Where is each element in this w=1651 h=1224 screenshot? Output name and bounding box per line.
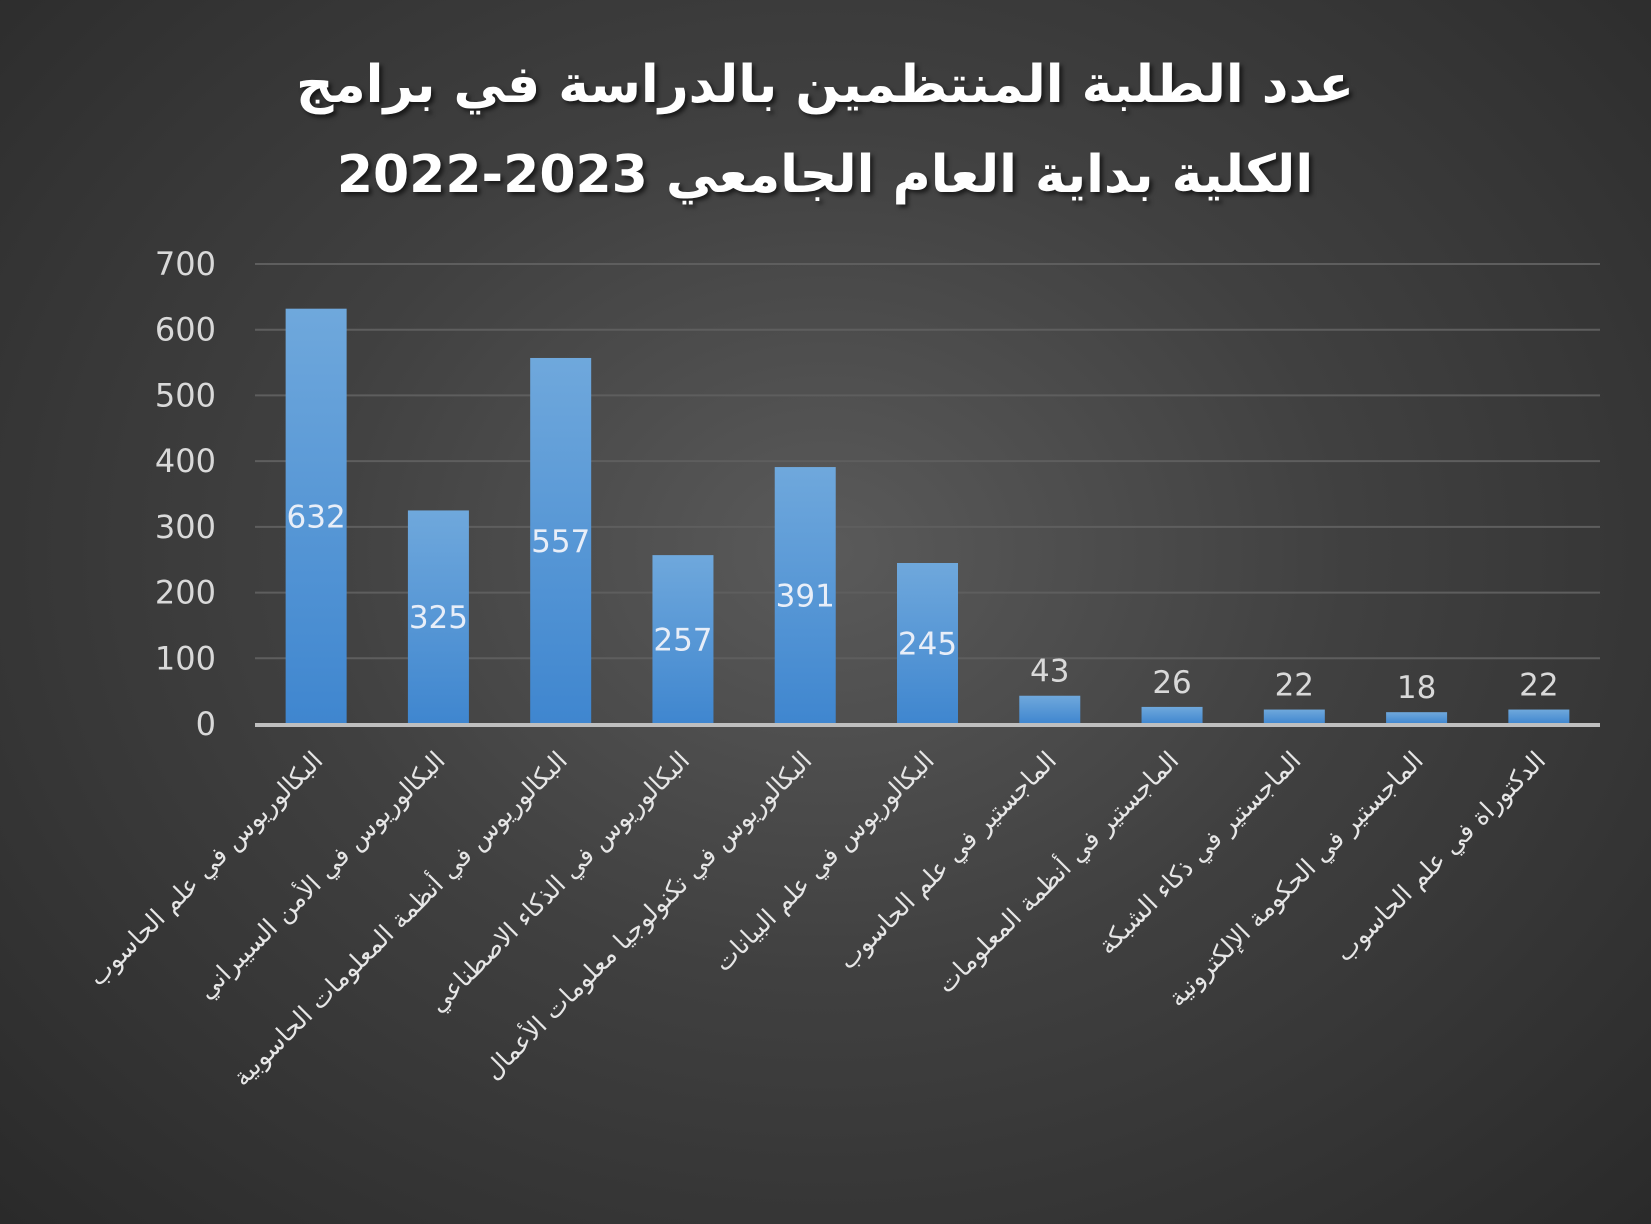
data-label: 18 — [1397, 670, 1436, 706]
bar — [1386, 712, 1448, 724]
data-label: 391 — [776, 579, 835, 615]
y-tick-label: 0 — [196, 705, 216, 743]
data-label: 632 — [287, 499, 346, 535]
data-label: 43 — [1030, 654, 1069, 690]
data-label: 22 — [1519, 668, 1558, 704]
bar — [1508, 709, 1570, 724]
y-tick-label: 200 — [155, 574, 216, 612]
bar — [285, 308, 347, 724]
data-label: 257 — [653, 623, 712, 659]
bar — [774, 467, 836, 724]
chart-title: عدد الطلبة المنتظمين بالدراسة في برامج ا… — [150, 40, 1500, 220]
y-tick-label: 400 — [155, 442, 216, 480]
category-label: البكالوريوس في علم البيانات — [708, 746, 940, 978]
bar — [1141, 706, 1203, 724]
bar — [1019, 695, 1081, 724]
category-label: البكالوريوس في علم الحاسوب — [83, 746, 330, 993]
y-tick-label: 700 — [155, 245, 216, 283]
data-labels: 632 325 557 257 391 245 43 26 22 18 22 — [287, 499, 1559, 706]
y-tick-label: 100 — [155, 639, 216, 677]
category-label: الماجستير في علم الحاسوب — [833, 746, 1063, 976]
gridlines — [255, 263, 1600, 660]
chart-title-line1: عدد الطلبة المنتظمين بالدراسة في برامج — [295, 55, 1355, 115]
category-label: الدكتوراة في علم الحاسوب — [1330, 746, 1552, 968]
bar — [652, 555, 714, 724]
bar — [1263, 709, 1325, 724]
chart-title-line2: الكلية بداية العام الجامعي 2023-2022 — [336, 145, 1314, 205]
bar — [530, 357, 592, 724]
category-label: الماجستير في أنظمة المعلومات — [929, 744, 1184, 999]
category-label: البكالوريوس في الذكاء الاصطناعي — [423, 746, 695, 1018]
bars — [285, 308, 1570, 724]
y-tick-label: 600 — [155, 311, 216, 349]
data-label: 22 — [1275, 668, 1314, 704]
data-label: 26 — [1152, 665, 1191, 701]
bar — [407, 510, 469, 724]
category-label: البكالوريوس في الأمن السيبراني — [190, 744, 450, 1004]
y-axis-ticks: 0 100 200 300 400 500 600 700 — [155, 245, 216, 743]
data-label: 245 — [898, 627, 957, 663]
bar — [897, 563, 958, 724]
category-label: الماجستير في الحكومة الإلكترونية — [1162, 746, 1429, 1013]
y-tick-label: 300 — [155, 508, 216, 546]
data-label: 325 — [409, 600, 468, 636]
category-label: الماجستير في ذكاء الشبكة — [1092, 746, 1306, 960]
data-label: 557 — [531, 524, 590, 560]
y-tick-label: 500 — [155, 376, 216, 414]
